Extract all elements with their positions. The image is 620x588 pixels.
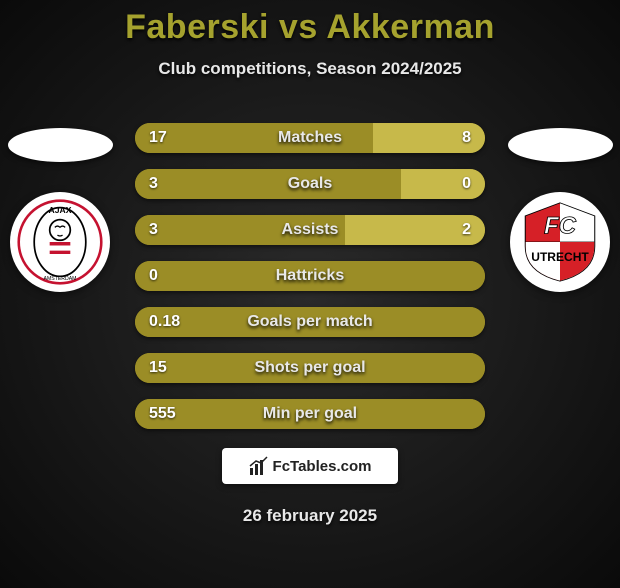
chart-icon [249, 456, 269, 476]
stat-left-value: 15 [135, 353, 485, 383]
stat-left-value: 17 [135, 123, 373, 153]
stat-bar: 178Matches [135, 123, 485, 153]
stat-left-value: 555 [135, 399, 485, 429]
stat-bar: 555Min per goal [135, 399, 485, 429]
svg-text:AMSTERDAM: AMSTERDAM [44, 276, 77, 282]
team-left-logo: AJAX AMSTERDAM [10, 192, 110, 292]
stat-left-value: 3 [135, 169, 401, 199]
stat-bar: 0.18Goals per match [135, 307, 485, 337]
team-right-logo: FC UTRECHT [510, 192, 610, 292]
stat-bar: 30Goals [135, 169, 485, 199]
stat-bars: 178Matches 30Goals 32Assists 0Hattricks 0.18… [135, 123, 485, 445]
brand-badge: FcTables.com [222, 448, 398, 484]
stat-right-value: 8 [373, 123, 485, 153]
ellipse-right [508, 128, 613, 162]
stat-right-value: 2 [345, 215, 485, 245]
ajax-logo-icon: AJAX AMSTERDAM [17, 199, 103, 285]
date-text: 26 february 2025 [0, 506, 620, 526]
brand-text: FcTables.com [273, 458, 372, 475]
stat-bar: 0Hattricks [135, 261, 485, 291]
stat-right-value: 0 [401, 169, 485, 199]
team-right-column: FC UTRECHT [500, 128, 620, 292]
stat-left-value: 0.18 [135, 307, 485, 337]
subtitle: Club competitions, Season 2024/2025 [0, 59, 620, 79]
svg-text:AJAX: AJAX [49, 205, 72, 215]
stat-left-value: 3 [135, 215, 345, 245]
team-left-column: AJAX AMSTERDAM [0, 128, 120, 292]
svg-text:UTRECHT: UTRECHT [531, 250, 589, 264]
svg-text:FC: FC [544, 212, 577, 239]
utrecht-logo-icon: FC UTRECHT [517, 199, 603, 285]
stat-bar: 15Shots per goal [135, 353, 485, 383]
stat-bar: 32Assists [135, 215, 485, 245]
ellipse-left [8, 128, 113, 162]
stat-left-value: 0 [135, 261, 485, 291]
page-title: Faberski vs Akkerman [0, 8, 620, 47]
